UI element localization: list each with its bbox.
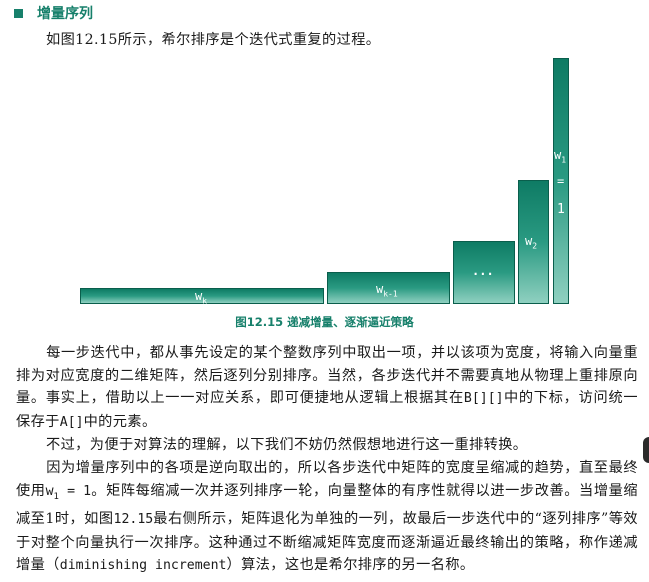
square-bullet-icon: [14, 8, 23, 18]
bar-wk-label: wk: [195, 289, 208, 306]
bar-w1-label: w1: [554, 148, 567, 165]
bar-w2-label: w2: [525, 234, 538, 251]
section-heading: 增量序列: [14, 4, 93, 22]
bar-w2: [518, 180, 549, 304]
section-title: 增量序列: [37, 6, 93, 22]
bar-wk-1: [327, 272, 450, 304]
bar-wk: [80, 288, 324, 304]
page-edge-tab: [643, 437, 649, 463]
bar-w1: [553, 58, 569, 304]
intro-paragraph: 如图12.15所示，希尔排序是个迭代式重复的过程。: [46, 32, 381, 48]
bar-w1-eq: =: [557, 174, 565, 188]
paragraph-3: 因为增量序列中的各项是逆向取出的，所以各步迭代中矩阵的宽度呈缩减的趋势，直至最终…: [16, 460, 639, 574]
bar-ellipsis: [453, 241, 515, 304]
paragraph-1: 每一步迭代中，都从事先设定的某个整数序列中取出一项，并以该项为宽度，将输入向量重…: [16, 345, 638, 430]
paragraph-2: 不过，为便于对算法的理解，以下我们不妨仍然假想地进行这一重排转换。: [46, 437, 528, 453]
bar-ellipsis-label: ...: [472, 264, 494, 278]
bar-w1-value: 1: [557, 202, 565, 217]
figure-caption: 图12.15 递减增量、逐渐逼近策略: [235, 315, 414, 329]
bar-wk-1-label: wk-1: [376, 282, 398, 299]
